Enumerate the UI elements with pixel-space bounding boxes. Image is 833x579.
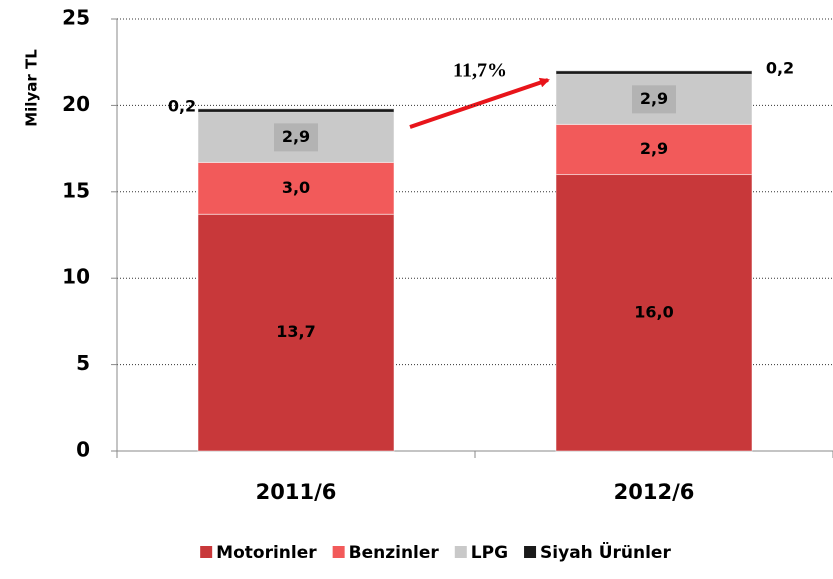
growth-arrow <box>409 77 550 129</box>
bar-segment <box>197 213 395 452</box>
y-tick-label: 15 <box>62 178 90 202</box>
data-label: 2,9 <box>640 89 668 108</box>
label-box <box>632 85 676 114</box>
legend-label: LPG <box>471 543 508 563</box>
y-tick-label: 25 <box>62 6 90 30</box>
label-box <box>274 123 318 152</box>
legend-label: Siyah Ürünler <box>540 541 671 563</box>
data-label: 2,9 <box>282 127 310 146</box>
y-tick-label: 10 <box>62 265 90 289</box>
y-tick-label: 0 <box>76 438 90 462</box>
bar-segment <box>197 108 395 113</box>
legend-label: Motorinler <box>216 543 317 563</box>
bar-segment <box>197 161 395 215</box>
data-label: 2,9 <box>640 139 668 158</box>
annotation: 11,7% <box>453 60 507 82</box>
y-tick-label: 5 <box>76 351 90 375</box>
legend-swatch <box>524 546 537 558</box>
data-label: 13,7 <box>276 322 315 341</box>
y-axis-title: Milyar TL <box>23 49 41 127</box>
legend-label: Benzinler <box>349 543 440 563</box>
data-label: 0,2 <box>168 96 196 115</box>
x-tick-label: 2011/6 <box>256 480 337 504</box>
legend-swatch <box>332 546 345 558</box>
bar-segment <box>555 123 753 176</box>
legend-swatch <box>200 546 213 558</box>
bar-segment <box>555 70 753 75</box>
data-label: 16,0 <box>634 302 673 321</box>
x-tick-label: 2012/6 <box>614 480 695 504</box>
bar-segment <box>555 174 753 452</box>
data-label: 3,0 <box>282 178 310 197</box>
legend-swatch <box>454 546 467 558</box>
y-tick-label: 20 <box>62 92 90 116</box>
data-label: 0,2 <box>766 58 794 77</box>
